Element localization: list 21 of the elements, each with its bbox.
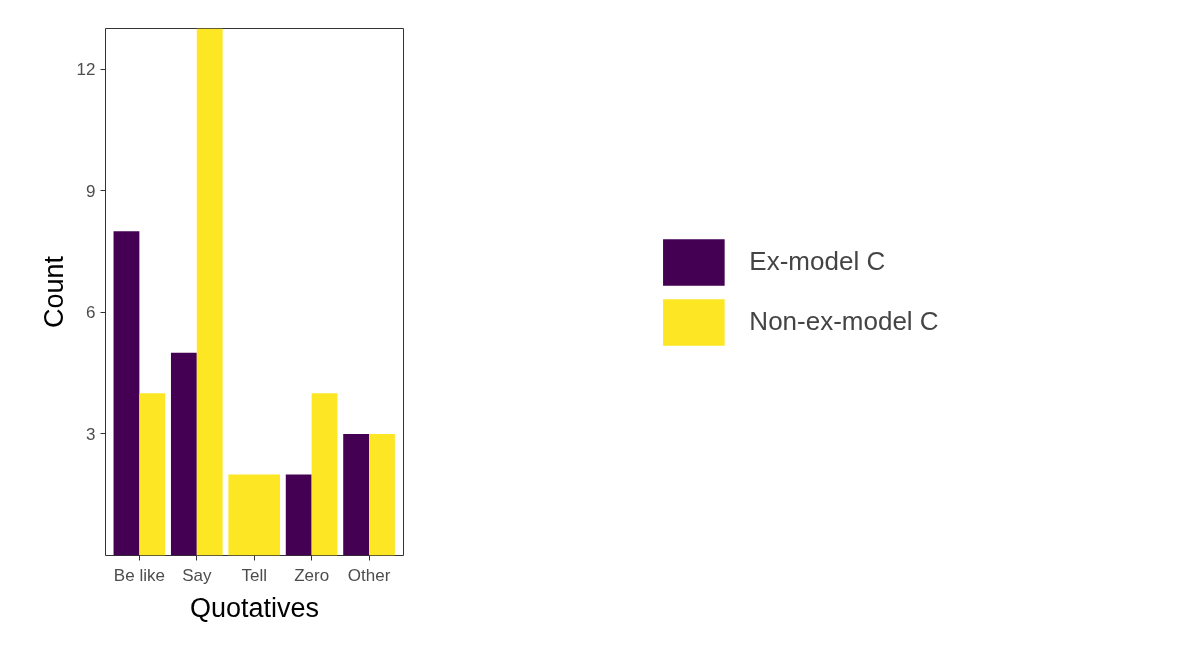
bar — [369, 433, 395, 556]
bar — [285, 474, 312, 556]
legend-label: Non-ex-model C — [749, 306, 939, 337]
legend-label: Ex-model C — [749, 246, 886, 277]
bar — [343, 433, 370, 556]
y-tick-label: 9 — [86, 181, 96, 201]
y-tick-label: 6 — [86, 303, 96, 323]
x-tick-label: Be like — [113, 565, 165, 585]
bar — [196, 28, 223, 556]
y-tick-label: 3 — [86, 424, 96, 444]
x-tick-label: Other — [347, 565, 391, 585]
x-tick-label: Say — [182, 565, 212, 585]
y-tick-label: 12 — [76, 60, 96, 80]
bar — [311, 393, 338, 556]
x-tick-label: Zero — [294, 565, 330, 585]
bar — [113, 231, 140, 556]
bar — [170, 352, 197, 556]
y-axis-title: Count — [38, 255, 69, 329]
x-axis-title: Quotatives — [189, 592, 320, 623]
bar — [139, 393, 166, 556]
x-tick-label: Tell — [241, 565, 267, 585]
